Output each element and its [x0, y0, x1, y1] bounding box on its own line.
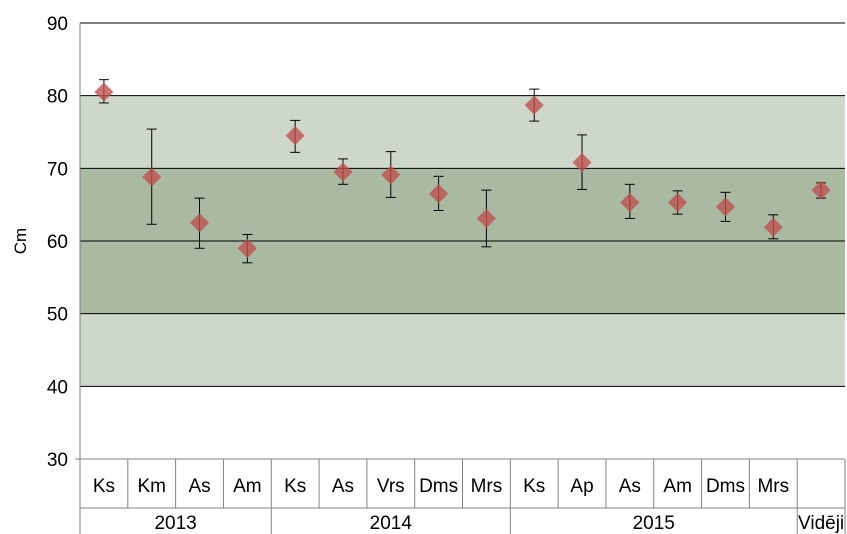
category-label: Ks	[93, 476, 115, 497]
data-point	[237, 238, 258, 258]
data-point	[620, 192, 640, 213]
y-tick-label: 90	[47, 14, 68, 35]
y-tick-label: 80	[47, 87, 68, 108]
data-point	[428, 184, 449, 204]
data-point	[285, 125, 305, 146]
category-label: As	[188, 476, 210, 497]
group-label: 2014	[370, 513, 413, 534]
data-point	[524, 95, 544, 115]
category-label: Ap	[570, 476, 593, 497]
category-label: As	[332, 476, 354, 497]
y-tick-labels: 30 40 50 60 70 80 90	[47, 14, 68, 471]
category-label: Dms	[419, 476, 458, 497]
data-point	[476, 208, 497, 229]
category-label: Vrs	[377, 476, 405, 497]
group-axis: 2013 2014 2015	[154, 508, 846, 534]
data-points	[94, 82, 831, 258]
category-label: Ks	[523, 476, 545, 497]
data-point	[763, 217, 783, 237]
group-label: 2013	[154, 513, 196, 534]
data-point	[189, 213, 210, 233]
category-label: Am	[663, 476, 692, 497]
y-axis-title: Cm	[11, 228, 30, 254]
category-label: Mrs	[757, 476, 789, 497]
y-tick-label: 60	[47, 232, 68, 253]
category-label: Ks	[284, 476, 306, 497]
category-label: Vidēji	[798, 513, 844, 534]
category-axis: Ks Km As Am Ks As Vrs Dms Mrs Ks Ap As Am Dms Mrs Vidēj…	[79, 459, 846, 534]
data-point	[142, 167, 162, 187]
data-point	[715, 197, 736, 217]
category-label: Am	[233, 476, 262, 497]
y-tick-label: 50	[47, 305, 68, 326]
category-label: As	[619, 476, 641, 497]
data-point	[811, 180, 831, 200]
data-point	[333, 162, 353, 182]
y-tick-label: 30	[47, 450, 68, 471]
category-label: Km	[137, 476, 166, 497]
gridlines	[80, 22, 845, 387]
category-label: Dms	[706, 476, 745, 497]
data-point	[94, 82, 114, 102]
category-label: Mrs	[471, 476, 503, 497]
data-point	[381, 165, 401, 185]
y-tick-label: 70	[47, 159, 68, 180]
data-point	[667, 192, 688, 213]
data-point	[572, 152, 592, 173]
y-tick-label: 40	[47, 377, 68, 398]
group-label: 2015	[633, 513, 675, 534]
